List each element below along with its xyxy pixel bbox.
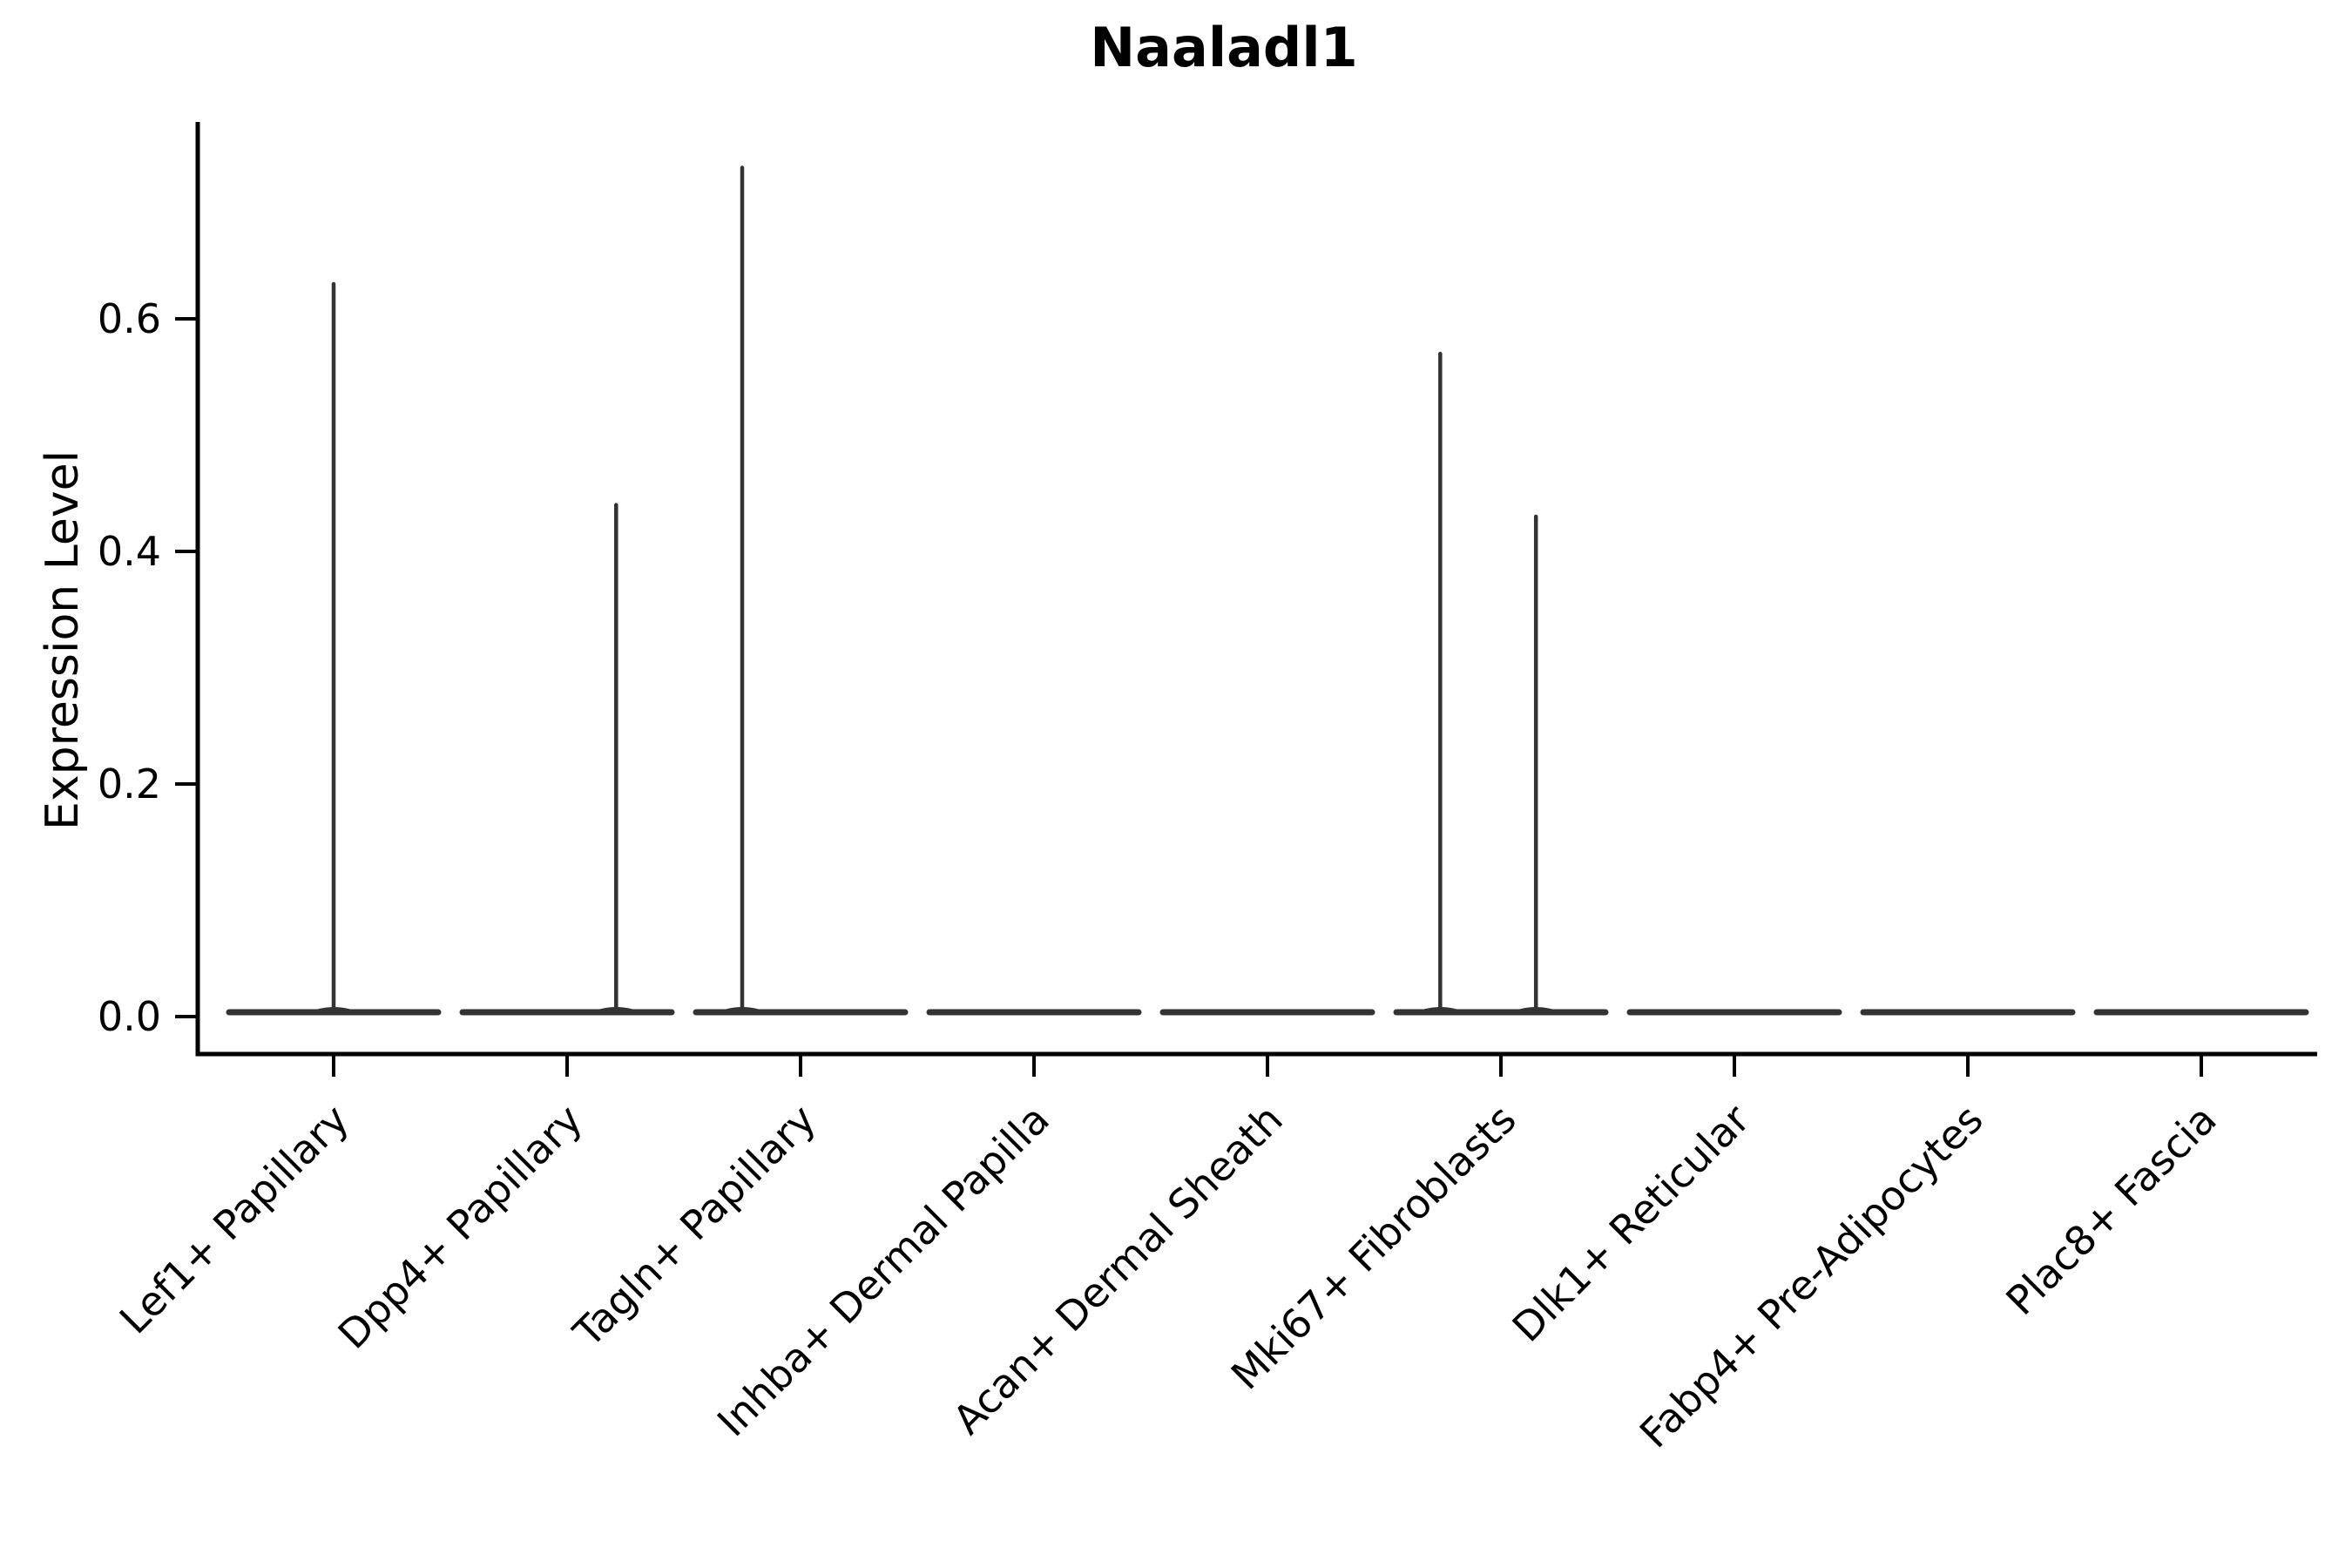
plot-title: Naaladl1 [1090, 16, 1358, 79]
y-tick-label: 0.2 [98, 760, 161, 808]
x-tick-label: Plac8+ Fascia [1997, 1096, 2225, 1324]
y-tick-label: 0.4 [98, 528, 161, 575]
x-tick-label: Lef1+ Papillary [111, 1096, 358, 1343]
x-tick-label: Tagln+ Papillary [564, 1096, 825, 1357]
x-tick-label: Dlk1+ Reticular [1504, 1096, 1759, 1351]
y-tick-label: 0.6 [98, 295, 161, 342]
x-tick-label: Dpp4+ Papillary [329, 1096, 591, 1358]
y-tick-label: 0.0 [98, 993, 161, 1040]
